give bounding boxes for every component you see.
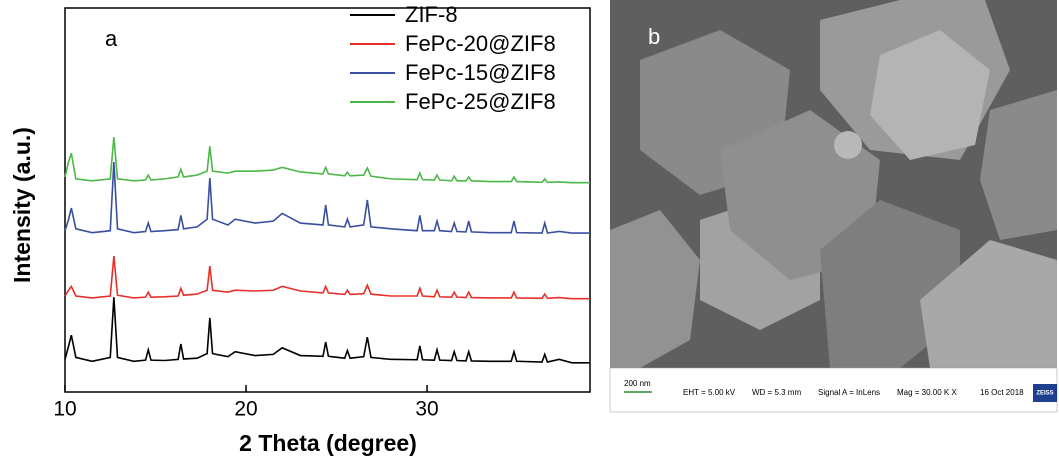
info-text: Mag = 30.00 K X <box>897 388 957 397</box>
series-line <box>64 297 590 364</box>
legend-label: FePc-20@ZIF8 <box>405 31 556 56</box>
x-tick-label: 10 <box>53 398 76 421</box>
info-text: WD = 5.3 mm <box>752 388 801 397</box>
crystal <box>610 210 700 368</box>
crystal <box>870 30 990 160</box>
crystal <box>920 240 1057 368</box>
panel-label: a <box>105 26 118 51</box>
logo: ZEISS <box>1036 391 1053 397</box>
legend-label: FePc-25@ZIF8 <box>405 89 556 114</box>
x-tick-label: 20 <box>234 398 257 421</box>
x-axis-title: 2 Theta (degree) <box>239 430 417 456</box>
info-text: Signal A = InLens <box>818 388 880 397</box>
series-line <box>64 255 590 300</box>
plot-frame <box>64 7 591 393</box>
scale-bar-label: 200 nm <box>624 379 651 388</box>
info-text: EHT = 5.00 kV <box>683 388 736 397</box>
legend-label: FePc-15@ZIF8 <box>405 60 556 85</box>
logo-box <box>1033 384 1057 402</box>
series-line <box>64 161 590 234</box>
y-axis-title: Intensity (a.u.) <box>9 127 35 283</box>
legend-label: ZIF-8 <box>405 2 458 27</box>
crystal <box>834 131 862 159</box>
panel-label: b <box>648 24 660 49</box>
crystal <box>980 90 1057 240</box>
sem-image: 200 nm EHT = 5.00 kV WD = 5.3 mm Signal … <box>609 0 1058 413</box>
info-text: 16 Oct 2018 <box>980 388 1024 397</box>
series-line <box>64 136 590 184</box>
x-tick-label: 30 <box>415 398 438 421</box>
